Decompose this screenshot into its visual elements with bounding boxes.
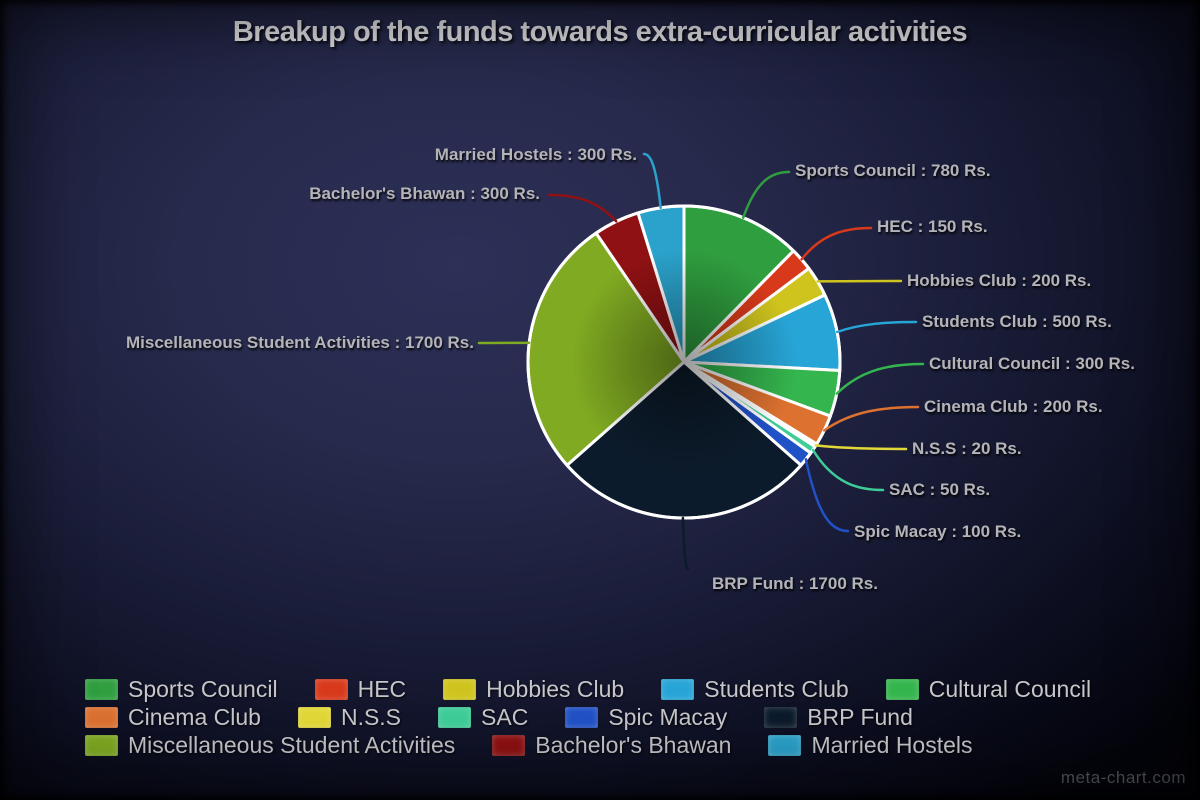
legend-row: Cinema Club N.S.S SAC Spic Macay BRP Fund — [85, 703, 1185, 731]
legend-item-cinema-club: Cinema Club — [85, 704, 261, 731]
legend-row: Sports Council HEC Hobbies Club Students Cl… — [85, 675, 1185, 703]
legend-item-label: BRP Fund — [807, 703, 913, 730]
leader-line-bachelor-s-bhawan — [547, 193, 618, 223]
legend-item-miscellaneous-student-activities: Miscellaneous Student Activities — [85, 732, 455, 759]
legend-item-label: HEC — [357, 675, 407, 702]
legend-item-label: Miscellaneous Student Activities — [128, 731, 456, 758]
legend-swatch-cultural-council — [885, 678, 919, 700]
chart-legend: Sports Council HEC Hobbies Club Students Cl… — [85, 675, 1185, 759]
slice-callout-married-hostels: Married Hostels : 300 Rs. — [434, 145, 637, 164]
legend-swatch-hec — [314, 678, 348, 700]
leader-line-students-club — [835, 320, 918, 334]
slice-callout-cultural-council: Cultural Council : 300 Rs. — [929, 354, 1135, 373]
legend-swatch-sac — [438, 706, 472, 728]
slice-callout-brp-fund: BRP Fund : 1700 Rs. — [712, 574, 878, 593]
leader-line-sports-council — [741, 170, 791, 219]
watermark: meta-chart.com — [1060, 768, 1186, 787]
legend-item-label: Spic Macay — [608, 703, 728, 730]
legend-row: Miscellaneous Student Activities Bachelor… — [85, 731, 1185, 759]
legend-swatch-bachelor-s-bhawan — [492, 734, 526, 756]
legend-swatch-sports-council — [85, 678, 118, 700]
chart-title: Breakup of the funds towards extra-curri… — [232, 16, 968, 48]
legend-item-label: Cinema Club — [128, 703, 261, 730]
legend-item-label: Sports Council — [128, 675, 278, 702]
legend-item-cultural-council: Cultural Council — [885, 675, 1092, 703]
legend-item-sports-council: Sports Council — [85, 676, 278, 703]
legend-swatch-brp-fund — [764, 706, 798, 728]
slice-callout-bachelor-s-bhawan: Bachelor's Bhawan : 300 Rs. — [309, 184, 540, 203]
legend-item-label: SAC — [481, 703, 529, 730]
legend-item-label: Cultural Council — [928, 675, 1092, 702]
legend-swatch-hobbies-club — [443, 678, 477, 700]
legend-item-married-hostels: Married Hostels — [768, 731, 973, 759]
slice-callout-students-club: Students Club : 500 Rs. — [922, 312, 1112, 331]
slice-callout-hobbies-club: Hobbies Club : 200 Rs. — [907, 271, 1092, 290]
legend-item-label: N.S.S — [340, 703, 402, 730]
slice-callout-sac: SAC : 50 Rs. — [889, 480, 991, 499]
legend-swatch-students-club — [661, 678, 695, 700]
slice-callout-sports-council: Sports Council : 780 Rs. — [795, 161, 991, 180]
legend-swatch-cinema-club — [85, 706, 118, 728]
legend-item-label: Bachelor's Bhawan — [535, 731, 732, 758]
slice-callout-miscellaneous-student-activities: Miscellaneous Student Activities : 1700 … — [126, 333, 474, 352]
slice-callout-hec: HEC : 150 Rs. — [877, 217, 988, 236]
slice-callout-spic-macay: Spic Macay : 100 Rs. — [854, 522, 1022, 541]
legend-item-hobbies-club: Hobbies Club — [443, 676, 624, 703]
slice-callout-n-s-s: N.S.S : 20 Rs. — [912, 439, 1022, 458]
slice-callout-cinema-club: Cinema Club : 200 Rs. — [924, 397, 1103, 416]
legend-item-bachelor-s-bhawan: Bachelor's Bhawan — [492, 732, 731, 759]
legend-item-sac: SAC — [438, 704, 528, 731]
leader-line-brp-fund — [681, 516, 690, 571]
legend-item-label: Married Hostels — [811, 731, 973, 758]
legend-item-n-s-s: N.S.S — [297, 703, 402, 731]
legend-item-label: Hobbies Club — [486, 675, 625, 702]
pie-center-shading — [528, 206, 840, 518]
leader-line-spic-macay — [804, 458, 850, 533]
leader-line-n-s-s — [814, 444, 908, 451]
legend-item-spic-macay: Spic Macay — [565, 704, 727, 731]
leader-line-married-hostels — [642, 152, 662, 210]
legend-item-brp-fund: BRP Fund — [764, 704, 913, 731]
leader-line-cultural-council — [835, 362, 925, 395]
legend-swatch-miscellaneous-student-activities — [85, 734, 118, 756]
legend-item-students-club: Students Club — [661, 675, 849, 703]
legend-item-hec: HEC — [314, 675, 407, 703]
legend-swatch-spic-macay — [565, 706, 599, 728]
legend-swatch-married-hostels — [768, 734, 802, 756]
legend-item-label: Students Club — [704, 675, 849, 702]
leader-line-cinema-club — [822, 405, 920, 432]
leader-line-sac — [811, 448, 885, 492]
legend-swatch-n-s-s — [297, 706, 331, 728]
leader-line-hec — [800, 226, 873, 261]
